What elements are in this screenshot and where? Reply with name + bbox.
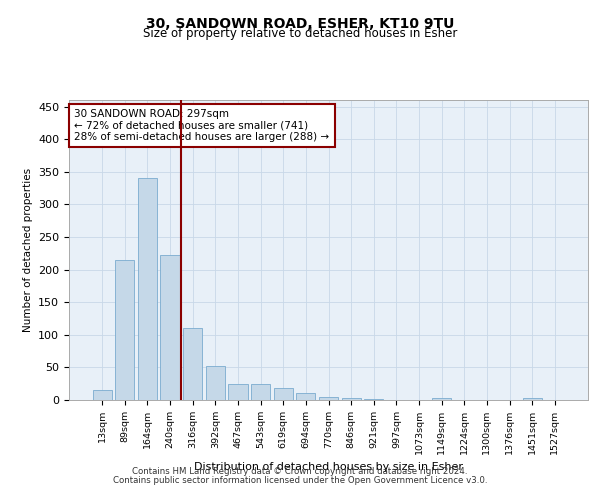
Bar bbox=[274, 388, 293, 400]
Bar bbox=[229, 384, 248, 400]
Bar bbox=[138, 178, 157, 400]
Text: 30, SANDOWN ROAD, ESHER, KT10 9TU: 30, SANDOWN ROAD, ESHER, KT10 9TU bbox=[146, 18, 454, 32]
Bar bbox=[523, 398, 542, 400]
Bar bbox=[432, 398, 451, 400]
Bar bbox=[206, 366, 225, 400]
Text: Contains public sector information licensed under the Open Government Licence v3: Contains public sector information licen… bbox=[113, 476, 487, 485]
Bar bbox=[183, 328, 202, 400]
Text: 30 SANDOWN ROAD: 297sqm
← 72% of detached houses are smaller (741)
28% of semi-d: 30 SANDOWN ROAD: 297sqm ← 72% of detache… bbox=[74, 109, 329, 142]
Y-axis label: Number of detached properties: Number of detached properties bbox=[23, 168, 32, 332]
Bar bbox=[115, 260, 134, 400]
Bar bbox=[160, 255, 180, 400]
Text: Contains HM Land Registry data © Crown copyright and database right 2024.: Contains HM Land Registry data © Crown c… bbox=[132, 467, 468, 476]
Bar bbox=[341, 398, 361, 400]
Bar bbox=[251, 384, 270, 400]
Text: Size of property relative to detached houses in Esher: Size of property relative to detached ho… bbox=[143, 28, 457, 40]
Bar bbox=[296, 394, 316, 400]
Bar bbox=[319, 396, 338, 400]
Bar bbox=[92, 390, 112, 400]
X-axis label: Distribution of detached houses by size in Esher: Distribution of detached houses by size … bbox=[194, 462, 463, 472]
